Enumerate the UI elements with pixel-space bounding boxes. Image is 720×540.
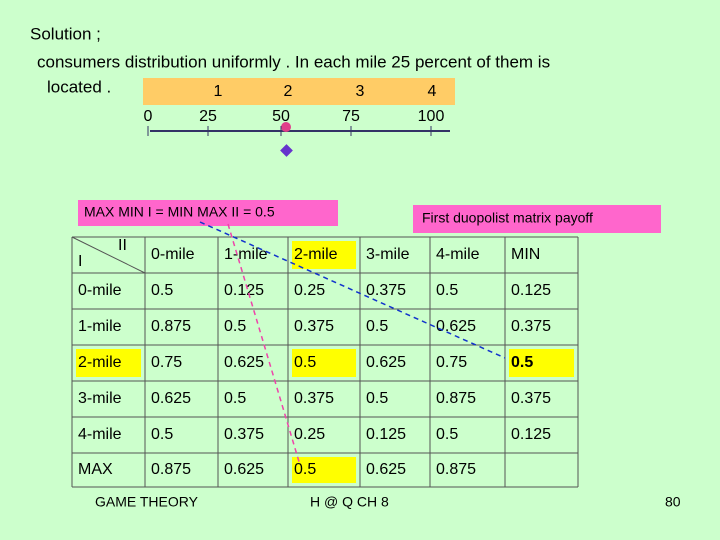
arrow (227, 223, 301, 466)
cell: 0.5 (151, 426, 173, 443)
cell: 0.375 (294, 390, 334, 407)
cell: 0.625 (224, 461, 264, 478)
firm-1 (281, 122, 291, 132)
cell: 0.125 (511, 282, 551, 299)
cell: 0.125 (511, 426, 551, 443)
row-header: 0-mile (78, 282, 122, 299)
cell: 0.5 (224, 318, 246, 335)
cell: 0.5 (294, 354, 316, 371)
cell: 0.375 (366, 282, 406, 299)
highlight (292, 349, 356, 377)
row-header: 3-mile (78, 390, 122, 407)
cell: 0.875 (436, 390, 476, 407)
position-label: 100 (418, 108, 445, 125)
cell: 0.375 (224, 426, 264, 443)
intro: Solution ; (30, 24, 101, 43)
position-label: 0 (144, 108, 153, 125)
cell: 0.375 (294, 318, 334, 335)
row-header: MAX (78, 461, 113, 478)
line: consumers distribution uniformly . In ea… (37, 52, 550, 71)
cell: 0.5 (151, 282, 173, 299)
row-header: 4-mile (78, 426, 122, 443)
cell: 0.125 (224, 282, 264, 299)
highlight (292, 241, 356, 269)
cell: 0.5 (436, 426, 458, 443)
cell: 0.375 (511, 390, 551, 407)
footer-left: GAME THEORY (95, 494, 199, 510)
corner-diagonal (71, 236, 146, 274)
arrow (199, 221, 506, 359)
column-header: 4-mile (436, 246, 480, 263)
footer-center: H @ Q CH 8 (310, 494, 389, 510)
miles-box (143, 78, 455, 105)
cell: 0.625 (224, 354, 264, 371)
corner-row: I (78, 253, 82, 270)
cell: 0.5 (366, 390, 388, 407)
cell: 0.5 (511, 354, 533, 371)
note: MAX MIN I = MIN MAX II = 0.5 (84, 204, 275, 220)
title-box (413, 205, 661, 233)
cell: 0.625 (366, 354, 406, 371)
position-label: 50 (272, 108, 290, 125)
page-number: 80 (665, 494, 681, 510)
mile-label: 3 (356, 83, 365, 100)
firm-2 (280, 144, 293, 157)
line: located . (47, 77, 111, 96)
cell: 0.25 (294, 426, 325, 443)
mile-label: 1 (214, 83, 223, 100)
cell: 0.625 (436, 318, 476, 335)
cell: 0.625 (151, 390, 191, 407)
column-header: 0-mile (151, 246, 195, 263)
highlight (509, 349, 574, 377)
highlight (76, 349, 141, 377)
matrix-title: First duopolist matrix payoff (422, 210, 593, 226)
cell: 0.875 (151, 318, 191, 335)
column-header: 1-mile (224, 246, 268, 263)
cell: 0.625 (366, 461, 406, 478)
cell: 0.875 (151, 461, 191, 478)
cell: 0.375 (511, 318, 551, 335)
note-box (78, 200, 338, 226)
cell: 0.125 (366, 426, 406, 443)
column-header: 3-mile (366, 246, 410, 263)
cell: 0.5 (224, 390, 246, 407)
position-label: 25 (199, 108, 217, 125)
cell: 0.5 (436, 282, 458, 299)
cell: 0.875 (436, 461, 476, 478)
row-header: 1-mile (78, 318, 122, 335)
cell: 0.5 (294, 461, 316, 478)
mile-label: 2 (284, 83, 293, 100)
corner-col: II (118, 237, 127, 254)
mile-label: 4 (428, 83, 437, 100)
cell: 0.25 (294, 282, 325, 299)
position-label: 75 (342, 108, 360, 125)
column-header: 2-mile (294, 246, 338, 263)
cell: 0.5 (366, 318, 388, 335)
cell: 0.75 (151, 354, 182, 371)
row-header: 2-mile (78, 354, 122, 371)
highlight (292, 457, 356, 483)
column-header: MIN (511, 246, 540, 263)
cell: 0.75 (436, 354, 467, 371)
